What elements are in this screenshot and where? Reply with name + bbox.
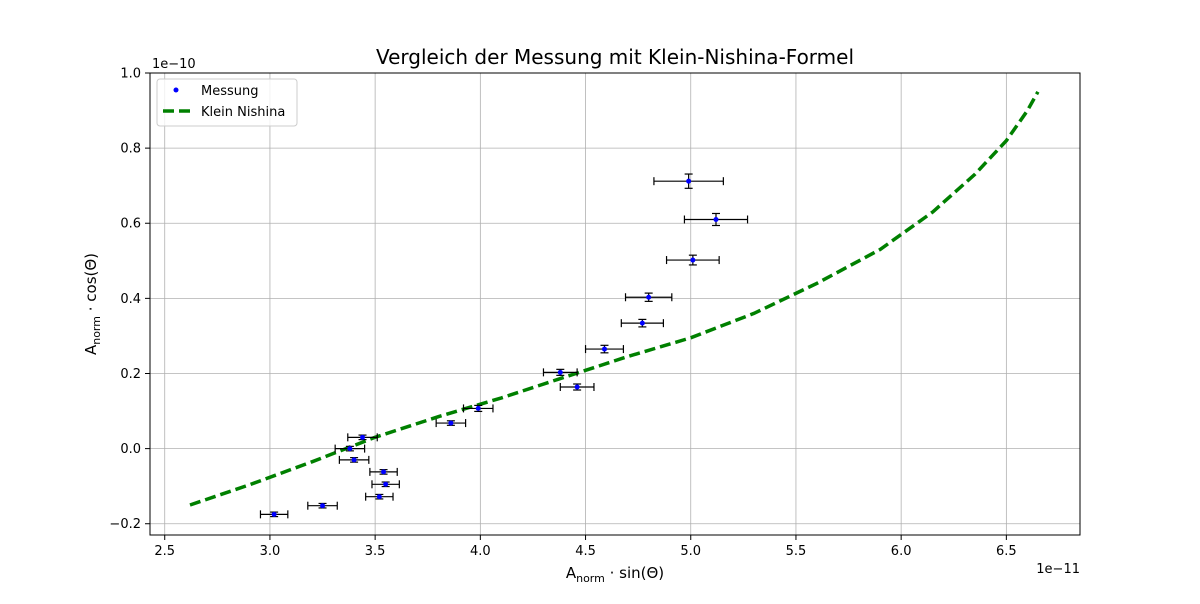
y-tick-label: 0.8 [120,142,141,157]
data-point [620,318,664,328]
y-axis-ticks: −0.2 0.0 0.2 0.4 0.6 0.8 1.0 [109,67,150,532]
measurement-marker [639,320,645,326]
y-tick-label: 0.2 [120,367,141,382]
measurement-marker [320,503,326,509]
measurement-marker [381,469,387,475]
data-point [665,254,720,266]
measurement-marker [360,434,366,440]
x-offset-text: 1e−11 [1036,562,1080,577]
data-point [334,444,366,453]
x-axis-label: Anorm · sin(Θ) [566,564,664,585]
measurement-marker [574,384,580,390]
legend-label-klein-nishina: Klein Nishina [201,105,285,120]
measurement-marker [646,294,652,300]
x-tick-label: 4.5 [575,544,596,559]
x-axis-ticks: 2.5 3.0 3.5 4.0 4.5 5.0 5.5 6.0 6.5 [154,535,1017,559]
data-point [584,344,625,354]
klein-nishina-curve-layer [189,90,1040,507]
data-point [365,492,394,501]
x-tick-label: 5.0 [680,544,701,559]
data-point [653,173,724,189]
chart-title: Vergleich der Messung mit Klein-Nishina-… [376,45,854,69]
y-tick-label: 0.4 [120,292,141,307]
x-tick-label: 2.5 [154,544,175,559]
measurement-marker [351,457,357,463]
measurement-marker [713,216,719,222]
y-tick-label: 1.0 [120,67,141,82]
y-axis-label: Anorm · cos(Θ) [82,253,103,355]
klein-nishina-curve [189,90,1040,507]
y-tick-label: 0.6 [120,217,141,232]
x-tick-label: 3.5 [365,544,386,559]
x-tick-label: 4.0 [470,544,491,559]
data-point [559,383,595,392]
measurement-marker [601,346,607,352]
measurement-marker [690,257,696,263]
data-point [371,480,400,489]
y-offset-text: 1e−10 [152,57,196,72]
data-point [259,510,289,519]
data-point [338,455,370,464]
legend-marker-messung [173,87,179,93]
measurement-marker [557,369,563,375]
plot-frame [149,72,1081,536]
legend: Messung Klein Nishina [156,78,298,127]
grid [150,72,1080,535]
measurement-marker [448,420,454,426]
measurement-marker [376,494,382,500]
y-tick-label: 0.0 [120,442,141,457]
x-tick-label: 5.5 [786,544,807,559]
measurement-marker [383,481,389,487]
x-tick-label: 6.0 [891,544,912,559]
data-point [347,433,378,442]
data-point [542,368,578,377]
y-tick-label: −0.2 [109,517,141,532]
data-point [683,212,749,227]
data-point [435,419,467,428]
data-point [624,292,673,302]
data-point [369,467,398,476]
legend-label-messung: Messung [201,84,259,99]
measurement-marker [347,446,353,452]
x-tick-label: 6.5 [996,544,1017,559]
measurement-points-layer [259,173,749,519]
measurement-marker [271,511,277,517]
data-point [462,404,494,413]
legend-box [156,78,298,127]
measurement-marker [686,178,692,184]
data-point [307,501,338,510]
measurement-marker [475,405,481,411]
x-tick-label: 3.0 [260,544,281,559]
